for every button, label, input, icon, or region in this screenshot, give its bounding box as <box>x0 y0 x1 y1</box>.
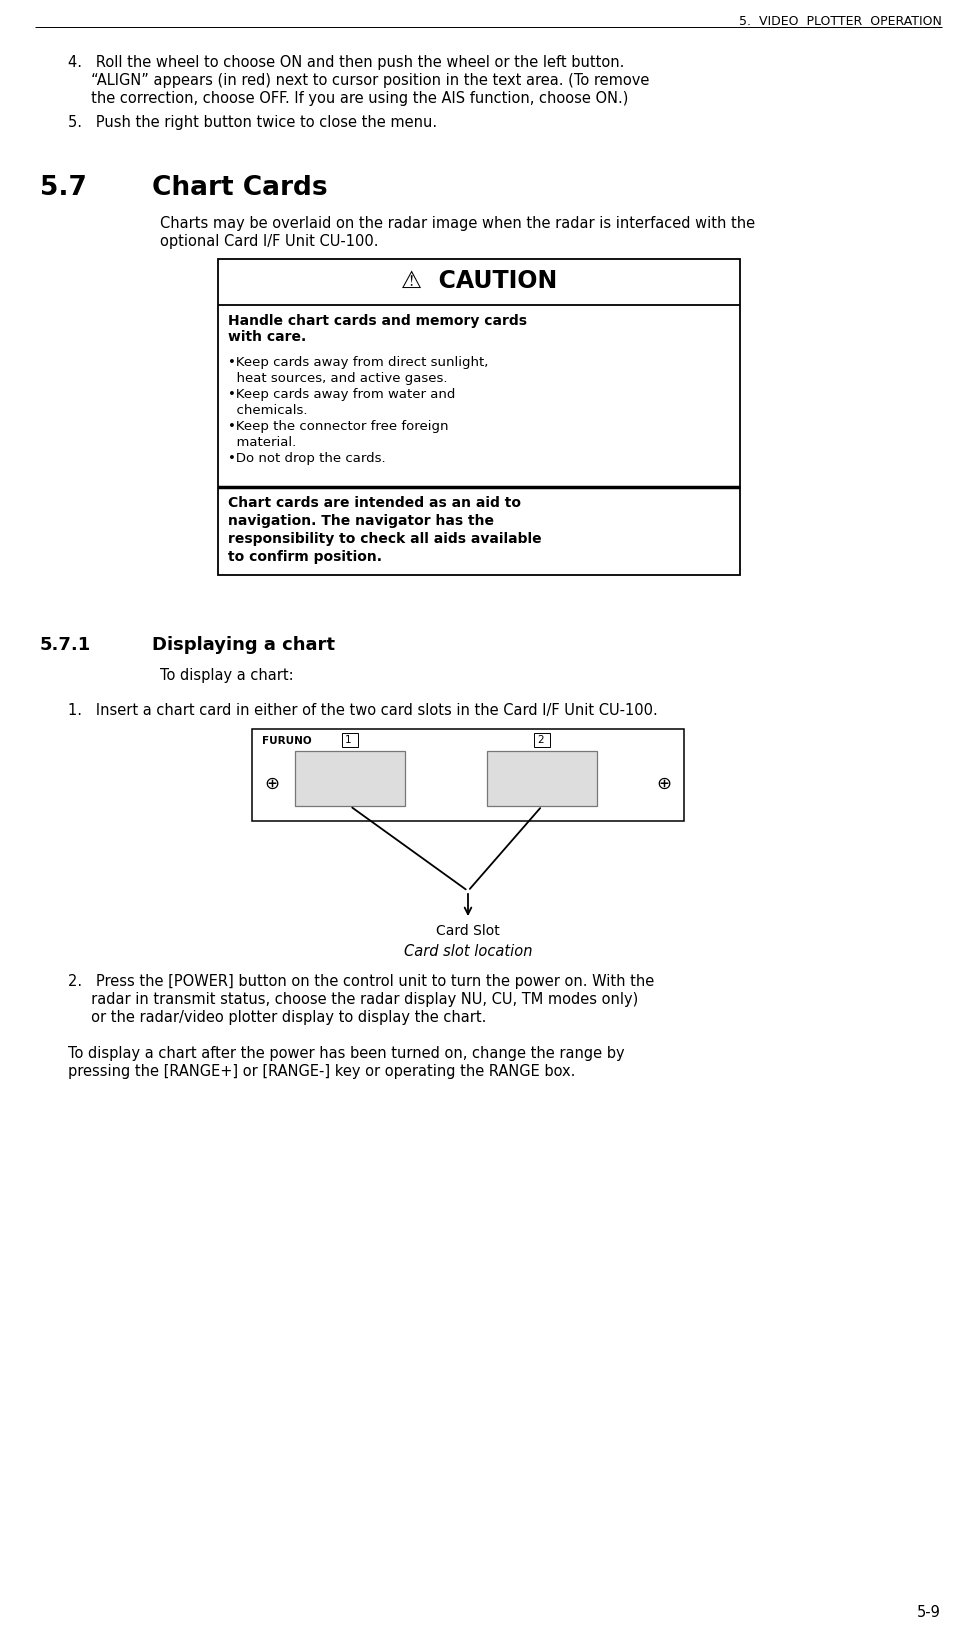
Text: To display a chart:: To display a chart: <box>160 667 294 682</box>
Text: Displaying a chart: Displaying a chart <box>152 635 335 653</box>
Text: “ALIGN” appears (in red) next to cursor position in the text area. (To remove: “ALIGN” appears (in red) next to cursor … <box>68 73 649 88</box>
Text: the correction, choose OFF. If you are using the AIS function, choose ON.): the correction, choose OFF. If you are u… <box>68 91 628 106</box>
Text: navigation. The navigator has the: navigation. The navigator has the <box>228 514 494 527</box>
Text: 4.   Roll the wheel to choose ON and then push the wheel or the left button.: 4. Roll the wheel to choose ON and then … <box>68 55 624 70</box>
Text: or the radar/video plotter display to display the chart.: or the radar/video plotter display to di… <box>68 1009 486 1025</box>
Text: optional Card I/F Unit CU-100.: optional Card I/F Unit CU-100. <box>160 233 378 248</box>
Text: Card Slot: Card Slot <box>436 924 500 937</box>
Text: 1: 1 <box>345 734 352 744</box>
Text: ⚠  CAUTION: ⚠ CAUTION <box>400 269 557 292</box>
Text: To display a chart after the power has been turned on, change the range by: To display a chart after the power has b… <box>68 1046 625 1061</box>
Text: pressing the [RANGE+] or [RANGE-] key or operating the RANGE box.: pressing the [RANGE+] or [RANGE-] key or… <box>68 1064 575 1079</box>
Text: 5.   Push the right button twice to close the menu.: 5. Push the right button twice to close … <box>68 114 437 131</box>
Text: radar in transmit status, choose the radar display NU, CU, TM modes only): radar in transmit status, choose the rad… <box>68 991 639 1007</box>
Text: with care.: with care. <box>228 330 306 344</box>
Text: to confirm position.: to confirm position. <box>228 550 382 563</box>
Text: chemicals.: chemicals. <box>228 403 307 416</box>
Text: •Keep cards away from water and: •Keep cards away from water and <box>228 388 455 401</box>
Text: heat sources, and active gases.: heat sources, and active gases. <box>228 372 447 385</box>
Text: Charts may be overlaid on the radar image when the radar is interfaced with the: Charts may be overlaid on the radar imag… <box>160 215 755 230</box>
Bar <box>218 259 740 576</box>
Text: responsibility to check all aids available: responsibility to check all aids availab… <box>228 532 541 545</box>
Text: 1.   Insert a chart card in either of the two card slots in the Card I/F Unit CU: 1. Insert a chart card in either of the … <box>68 702 658 718</box>
Bar <box>252 730 684 821</box>
Text: material.: material. <box>228 436 296 449</box>
Text: 2: 2 <box>537 734 543 744</box>
Text: •Keep the connector free foreign: •Keep the connector free foreign <box>228 419 448 432</box>
Text: Handle chart cards and memory cards: Handle chart cards and memory cards <box>228 313 527 328</box>
Text: ⊕: ⊕ <box>264 775 280 793</box>
Text: •Do not drop the cards.: •Do not drop the cards. <box>228 452 386 465</box>
Text: Chart Cards: Chart Cards <box>152 175 328 201</box>
Text: 5.7: 5.7 <box>40 175 87 201</box>
Text: 5-9: 5-9 <box>917 1604 941 1619</box>
Text: Card slot location: Card slot location <box>403 943 533 958</box>
Text: 2.   Press the [POWER] button on the control unit to turn the power on. With the: 2. Press the [POWER] button on the contr… <box>68 973 654 989</box>
Bar <box>487 752 597 806</box>
Text: 5.  VIDEO  PLOTTER  OPERATION: 5. VIDEO PLOTTER OPERATION <box>739 15 942 28</box>
Bar <box>534 733 550 747</box>
Text: 5.7.1: 5.7.1 <box>40 635 91 653</box>
Bar <box>342 733 358 747</box>
Bar <box>295 752 405 806</box>
Text: ⊕: ⊕ <box>656 775 672 793</box>
Text: FURUNO: FURUNO <box>262 736 312 746</box>
Text: •Keep cards away from direct sunlight,: •Keep cards away from direct sunlight, <box>228 356 488 369</box>
Text: Chart cards are intended as an aid to: Chart cards are intended as an aid to <box>228 496 521 509</box>
